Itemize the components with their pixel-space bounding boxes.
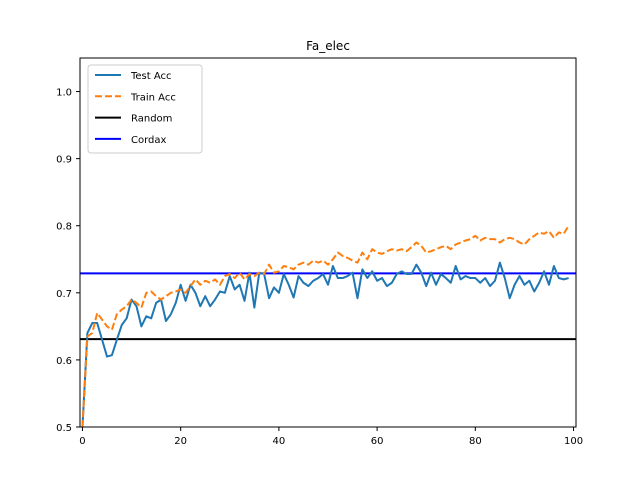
y-tick-label: 0.8 <box>56 222 72 233</box>
legend-label-test-acc: Test Acc <box>130 71 172 82</box>
legend-label-random: Random <box>131 114 172 125</box>
y-tick-label: 0.6 <box>56 356 72 367</box>
axes-layer: 0 20 40 60 80 100 0.5 0.6 0.7 0.8 0.9 1.0 <box>56 57 583 447</box>
x-tick-label: 80 <box>469 436 482 447</box>
x-tick-label: 20 <box>174 436 187 447</box>
y-tick-label: 1.0 <box>56 88 72 99</box>
y-tick-label: 0.7 <box>56 289 72 300</box>
x-tick-label: 100 <box>564 436 583 447</box>
x-tick-label: 0 <box>79 436 85 447</box>
axes-frame <box>79 57 577 428</box>
series-line-train-acc <box>81 225 570 427</box>
legend-label-train-acc: Train Acc <box>130 92 176 103</box>
series-layer <box>80 225 576 427</box>
legend-box <box>87 64 203 154</box>
legend: Test Acc Train Acc Random Cordax <box>87 64 203 154</box>
chart-title: Fa_elec <box>306 39 350 53</box>
x-tick-label: 40 <box>273 436 286 447</box>
y-tick-label: 0.9 <box>56 155 72 166</box>
series-line-test-acc <box>81 261 569 427</box>
legend-label-cordax: Cordax <box>131 135 167 146</box>
y-tick-label: 0.5 <box>56 423 72 434</box>
x-tick-label: 60 <box>371 436 384 447</box>
